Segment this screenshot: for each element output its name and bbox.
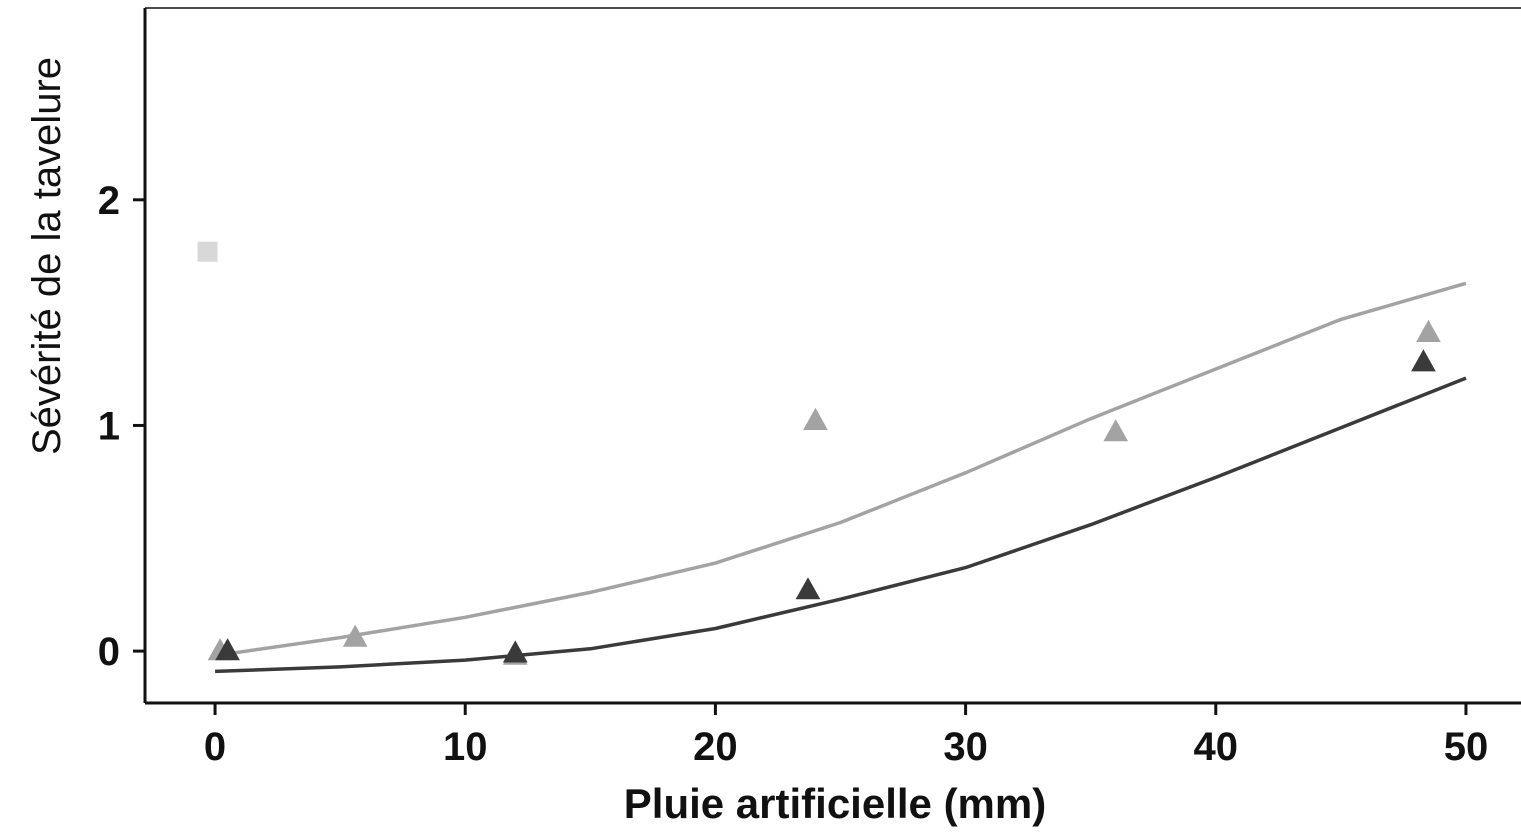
x-tick-label: 50 — [1444, 725, 1489, 769]
fit-curves — [214, 281, 1467, 674]
x-tick-label: 0 — [204, 725, 226, 769]
triangle-point-0 — [342, 624, 368, 647]
axes — [133, 7, 1521, 715]
triangle-point-0 — [1103, 419, 1129, 442]
tick-labels: 0 10 20 30 40 50 0 1 2 — [98, 179, 1488, 769]
triangle-point-1 — [1411, 349, 1436, 372]
y-tick-label: 1 — [98, 404, 120, 448]
x-tick-label: 30 — [943, 725, 988, 769]
triangle-point-1 — [795, 577, 821, 600]
x-tick-label: 10 — [443, 725, 488, 769]
triangle-point-1 — [215, 638, 240, 661]
fit-curve-0 — [214, 281, 1467, 658]
triangle-point-0 — [1416, 319, 1441, 342]
data-points — [197, 241, 1441, 665]
y-tick-label: 2 — [98, 179, 120, 223]
y-tick-label: 0 — [98, 630, 120, 674]
square-point — [197, 241, 218, 262]
triangle-point-1 — [502, 640, 528, 663]
triangle-point-0 — [803, 407, 828, 430]
y-axis-title: Sévérité de la tavelure — [25, 57, 69, 455]
x-tick-label: 40 — [1194, 725, 1239, 769]
x-axis-title: Pluie artificielle (mm) — [624, 780, 1046, 827]
x-tick-label: 20 — [693, 725, 738, 769]
fit-curve-1 — [215, 376, 1467, 674]
